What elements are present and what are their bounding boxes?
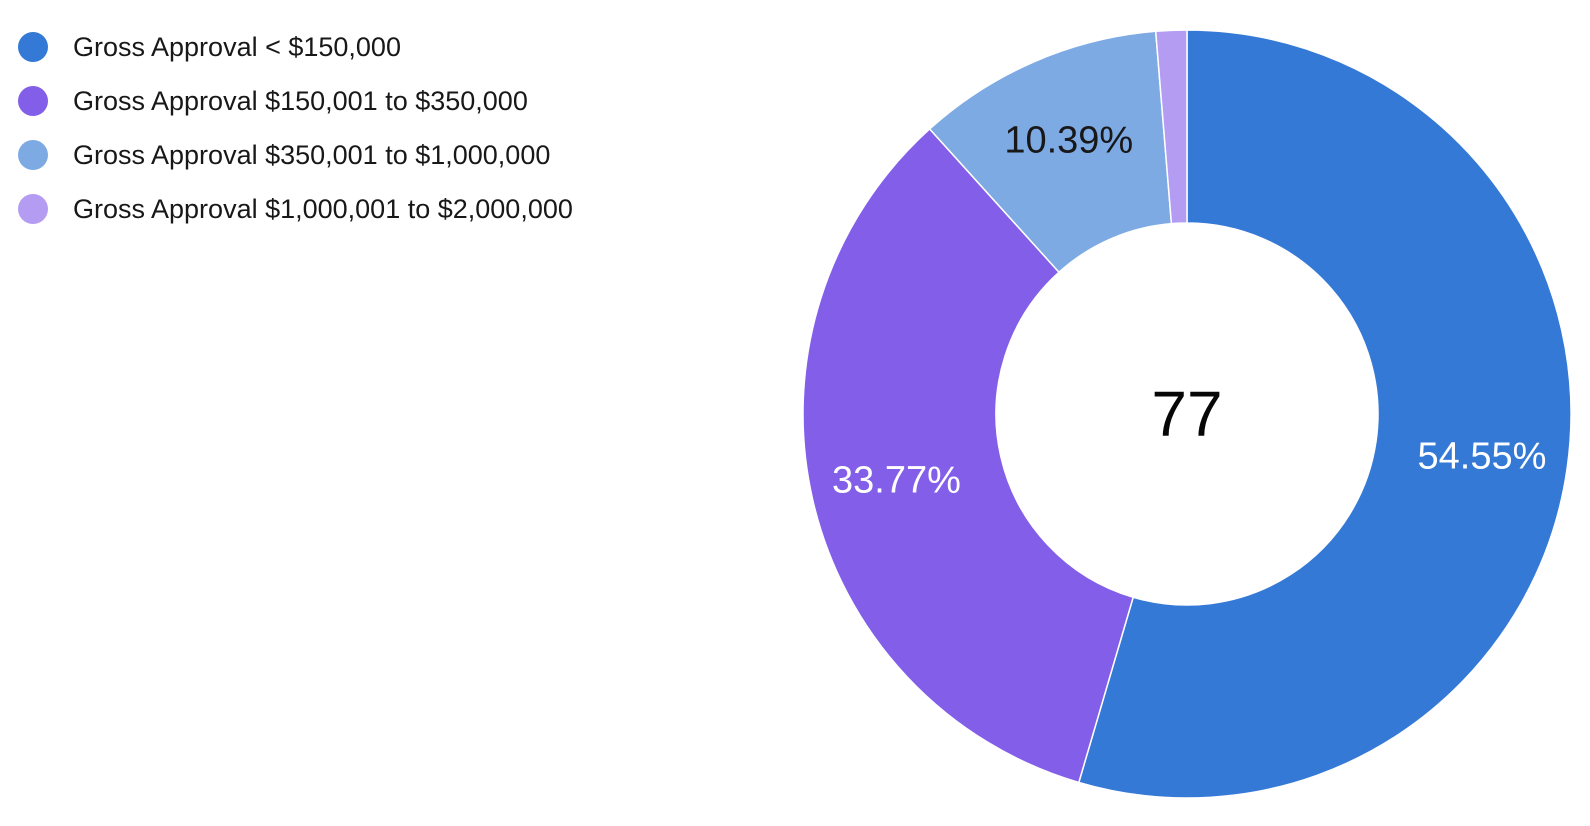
donut-slices: [802, 29, 1572, 799]
slice-percent-label-350k-to-1m: 10.39%: [1004, 119, 1133, 161]
center-total-value: 77: [1151, 378, 1222, 450]
legend-item-150k-to-350k[interactable]: Gross Approval $150,001 to $350,000: [18, 74, 573, 128]
legend-swatch-icon: [18, 86, 48, 116]
legend-item-350k-to-1m[interactable]: Gross Approval $350,001 to $1,000,000: [18, 128, 573, 182]
legend-item-under-150k[interactable]: Gross Approval < $150,000: [18, 20, 573, 74]
legend-label: Gross Approval < $150,000: [73, 31, 401, 62]
chart-legend: Gross Approval < $150,000 Gross Approval…: [18, 20, 573, 236]
legend-swatch-icon: [18, 140, 48, 170]
donut-slice-1m-to-2m[interactable]: [1154, 29, 1188, 225]
donut-slice-350k-to-1m[interactable]: [928, 30, 1173, 274]
legend-item-1m-to-2m[interactable]: Gross Approval $1,000,001 to $2,000,000: [18, 182, 573, 236]
legend-label: Gross Approval $150,001 to $350,000: [73, 85, 528, 116]
legend-swatch-icon: [18, 194, 48, 224]
donut-slice-labels: 54.55% 33.77% 10.39%: [832, 119, 1546, 501]
donut-slice-under-150k[interactable]: [1077, 29, 1572, 799]
donut-slice-150k-to-350k[interactable]: [802, 127, 1135, 784]
slice-percent-label-under-150k: 54.55%: [1418, 435, 1547, 477]
slice-percent-label-150k-to-350k: 33.77%: [832, 459, 961, 501]
legend-label: Gross Approval $1,000,001 to $2,000,000: [73, 193, 573, 224]
legend-label: Gross Approval $350,001 to $1,000,000: [73, 139, 551, 170]
legend-swatch-icon: [18, 32, 48, 62]
